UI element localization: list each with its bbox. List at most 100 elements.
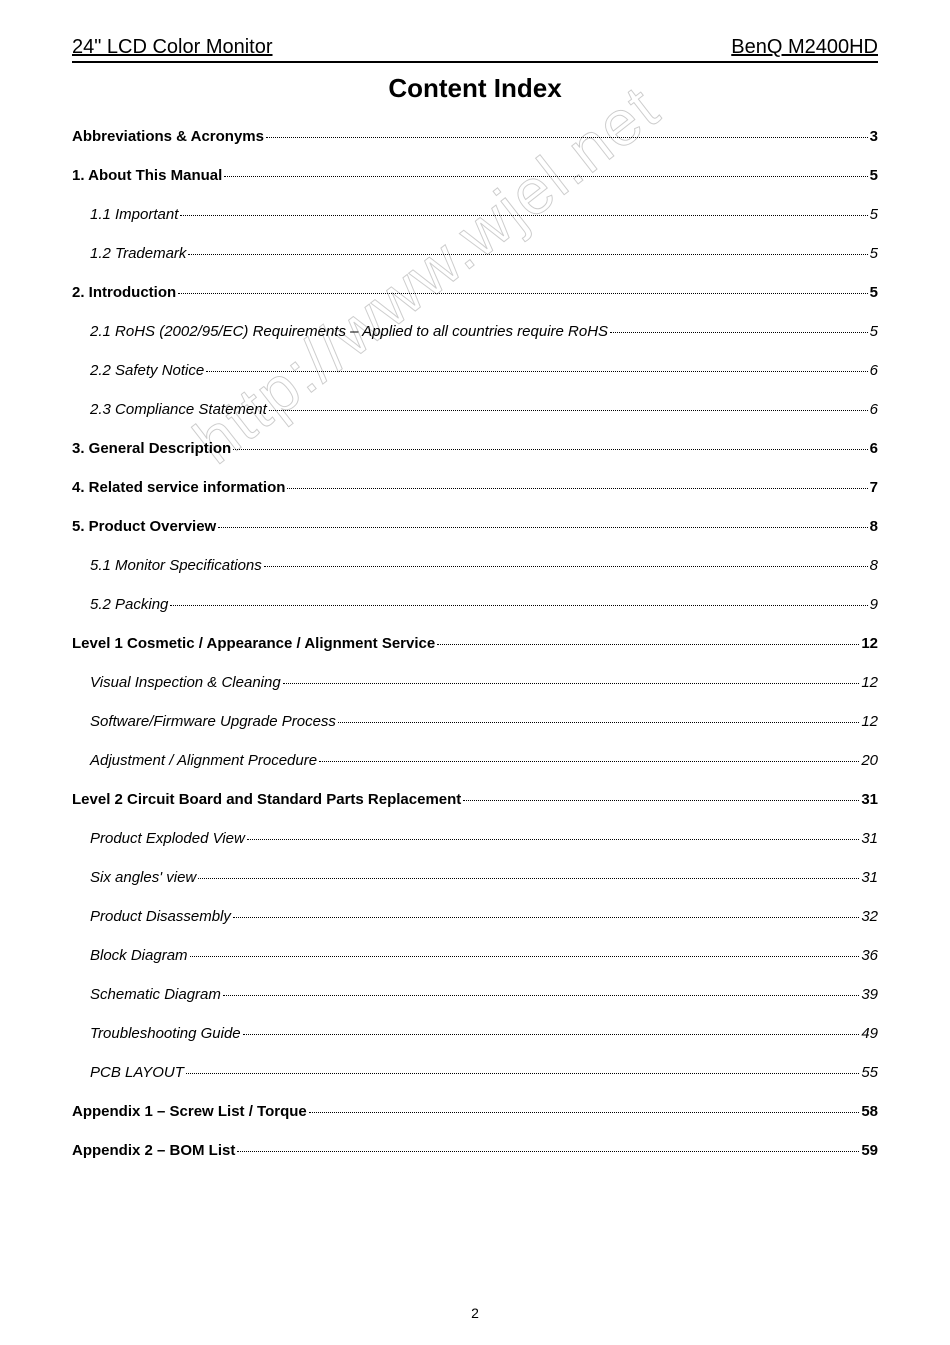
toc-leader-dots xyxy=(247,838,859,840)
toc-entry: Product Disassembly 32 xyxy=(72,908,878,925)
toc-leader-dots xyxy=(233,448,867,450)
toc-entry: 1. About This Manual 5 xyxy=(72,167,878,184)
toc-entry-label: Product Exploded View xyxy=(90,830,245,847)
toc-entry-label: 5. Product Overview xyxy=(72,518,216,535)
toc-entry: 3. General Description6 xyxy=(72,440,878,457)
toc-entry-page: 8 xyxy=(870,518,878,535)
toc-entry: Block Diagram 36 xyxy=(72,947,878,964)
toc-entry-label: 2.1 RoHS (2002/95/EC) Requirements – App… xyxy=(90,323,608,340)
toc-leader-dots xyxy=(233,916,859,918)
toc-entry: Schematic Diagram 39 xyxy=(72,986,878,1003)
toc-entry-page: 39 xyxy=(861,986,878,1003)
toc-leader-dots xyxy=(218,526,867,528)
toc-entry-page: 5 xyxy=(870,206,878,223)
toc-leader-dots xyxy=(224,175,867,177)
document-page: 24" LCD Color Monitor BenQ M2400HD Conte… xyxy=(0,0,950,1345)
toc-entry: 2.3 Compliance Statement 6 xyxy=(72,401,878,418)
toc-entry-page: 31 xyxy=(861,791,878,808)
toc-entry-page: 49 xyxy=(861,1025,878,1042)
toc-leader-dots xyxy=(283,682,860,684)
toc-entry-label: 2.3 Compliance Statement xyxy=(90,401,267,418)
toc-entry-label: Adjustment / Alignment Procedure xyxy=(90,752,317,769)
toc-entry-label: 2. Introduction xyxy=(72,284,176,301)
toc-entry-label: Six angles' view xyxy=(90,869,196,886)
toc-leader-dots xyxy=(463,799,859,801)
toc-entry-label: 5.1 Monitor Specifications xyxy=(90,557,262,574)
toc-entry: 2.2 Safety Notice 6 xyxy=(72,362,878,379)
toc-entry-page: 5 xyxy=(870,167,878,184)
toc-leader-dots xyxy=(264,565,868,567)
toc-entry-label: 1.2 Trademark xyxy=(90,245,186,262)
page-number: 2 xyxy=(0,1305,950,1321)
toc-entry-label: PCB LAYOUT xyxy=(90,1064,184,1081)
toc-entry: 5.1 Monitor Specifications 8 xyxy=(72,557,878,574)
toc-entry: PCB LAYOUT 55 xyxy=(72,1064,878,1081)
toc-leader-dots xyxy=(198,877,859,879)
toc-entry-page: 8 xyxy=(870,557,878,574)
toc-entry: Six angles' view31 xyxy=(72,869,878,886)
toc-entry-page: 5 xyxy=(870,284,878,301)
toc-entry: 5.2 Packing9 xyxy=(72,596,878,613)
toc-entry-page: 55 xyxy=(861,1064,878,1081)
toc-leader-dots xyxy=(223,994,859,996)
toc-entry-page: 12 xyxy=(861,635,878,652)
toc-entry: 1.2 Trademark5 xyxy=(72,245,878,262)
toc-entry-label: Appendix 1 – Screw List / Torque xyxy=(72,1103,307,1120)
toc-entry: Product Exploded View 31 xyxy=(72,830,878,847)
toc-entry-page: 7 xyxy=(870,479,878,496)
toc-leader-dots xyxy=(186,1072,859,1074)
toc-entry-page: 32 xyxy=(861,908,878,925)
toc-entry: Appendix 2 – BOM List59 xyxy=(72,1142,878,1159)
toc-entry-page: 12 xyxy=(861,713,878,730)
toc-leader-dots xyxy=(319,760,859,762)
page-header: 24" LCD Color Monitor BenQ M2400HD xyxy=(72,36,878,63)
toc-entry: Level 2 Circuit Board and Standard Parts… xyxy=(72,791,878,808)
toc-entry: 4. Related service information 7 xyxy=(72,479,878,496)
toc-entry-label: Product Disassembly xyxy=(90,908,231,925)
toc-entry: 2.1 RoHS (2002/95/EC) Requirements – App… xyxy=(72,323,878,340)
toc-leader-dots xyxy=(269,409,868,411)
toc-leader-dots xyxy=(437,643,859,645)
toc-leader-dots xyxy=(178,292,867,294)
toc-entry-label: Visual Inspection & Cleaning xyxy=(90,674,281,691)
toc-leader-dots xyxy=(287,487,867,489)
toc-entry-label: Level 2 Circuit Board and Standard Parts… xyxy=(72,791,461,808)
toc-entry-page: 31 xyxy=(861,830,878,847)
toc-leader-dots xyxy=(610,331,868,333)
toc-entry-label: Troubleshooting Guide xyxy=(90,1025,241,1042)
toc-leader-dots xyxy=(237,1150,859,1152)
toc-entry-label: Abbreviations & Acronyms xyxy=(72,128,264,145)
toc-entry-label: Software/Firmware Upgrade Process xyxy=(90,713,336,730)
toc-entry: Adjustment / Alignment Procedure 20 xyxy=(72,752,878,769)
toc-leader-dots xyxy=(266,136,868,138)
toc-entry-label: 5.2 Packing xyxy=(90,596,168,613)
toc-entry-label: Appendix 2 – BOM List xyxy=(72,1142,235,1159)
toc-entry-label: 2.2 Safety Notice xyxy=(90,362,204,379)
toc-entry: Level 1 Cosmetic / Appearance / Alignmen… xyxy=(72,635,878,652)
toc-leader-dots xyxy=(309,1111,860,1113)
toc-entry-label: 4. Related service information xyxy=(72,479,285,496)
content-index-title: Content Index xyxy=(72,73,878,104)
toc-entry: Abbreviations & Acronyms 3 xyxy=(72,128,878,145)
toc-entry-page: 6 xyxy=(870,401,878,418)
toc-entry-page: 12 xyxy=(861,674,878,691)
toc-entry-page: 36 xyxy=(861,947,878,964)
toc-entry-page: 3 xyxy=(870,128,878,145)
toc-entry-label: Schematic Diagram xyxy=(90,986,221,1003)
toc-entry-label: Level 1 Cosmetic / Appearance / Alignmen… xyxy=(72,635,435,652)
toc-entry-page: 58 xyxy=(861,1103,878,1120)
toc-entry-label: Block Diagram xyxy=(90,947,188,964)
toc-entry: Software/Firmware Upgrade Process 12 xyxy=(72,713,878,730)
toc-entry-label: 1. About This Manual xyxy=(72,167,222,184)
toc-leader-dots xyxy=(188,253,867,255)
toc-entry: Troubleshooting Guide 49 xyxy=(72,1025,878,1042)
toc-leader-dots xyxy=(170,604,867,606)
toc-leader-dots xyxy=(190,955,860,957)
toc-entry-page: 6 xyxy=(870,362,878,379)
toc-leader-dots xyxy=(206,370,867,372)
toc-entry-page: 20 xyxy=(861,752,878,769)
table-of-contents: Abbreviations & Acronyms 3 1. About This M… xyxy=(72,128,878,1159)
toc-leader-dots xyxy=(243,1033,860,1035)
toc-leader-dots xyxy=(338,721,859,723)
toc-entry-page: 6 xyxy=(870,440,878,457)
